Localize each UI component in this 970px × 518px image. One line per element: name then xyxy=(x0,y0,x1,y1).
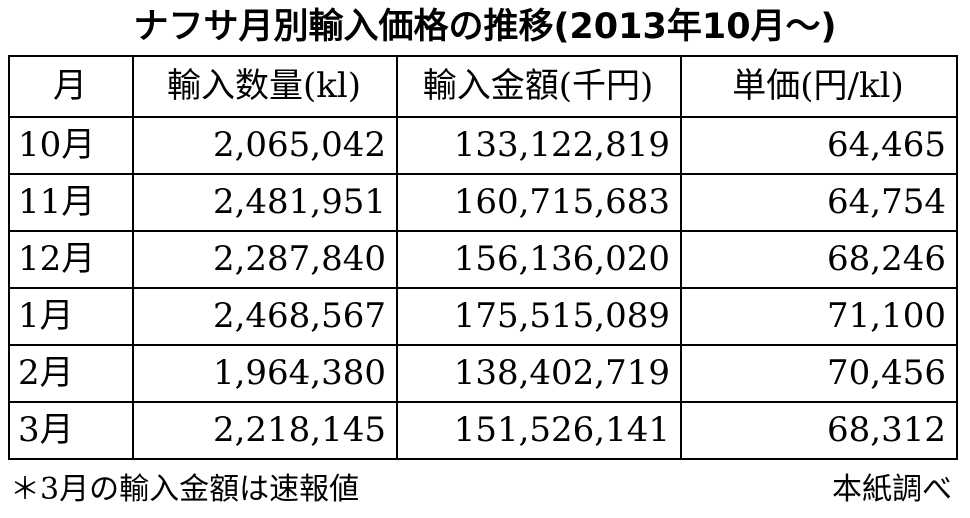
footnote: ＊3月の輸入金額は速報値 xyxy=(10,472,360,507)
row-import-amount: 151,526,141 xyxy=(396,401,682,460)
row-unit-price: 64,754 xyxy=(680,173,958,232)
row-month: 1月 xyxy=(8,287,134,346)
row-import-amount: 156,136,020 xyxy=(396,230,682,289)
table-row: 2月 1,964,380 138,402,719 70,456 xyxy=(8,344,958,403)
row-import-quantity: 2,287,840 xyxy=(132,230,398,289)
row-month: 12月 xyxy=(8,230,134,289)
table-row: 11月 2,481,951 160,715,683 64,754 xyxy=(8,173,958,232)
header-import-amount: 輸入金額(千円) xyxy=(396,55,682,118)
row-import-quantity: 1,964,380 xyxy=(132,344,398,403)
row-import-amount: 133,122,819 xyxy=(396,116,682,175)
header-import-quantity: 輸入数量(kl) xyxy=(132,55,398,118)
row-month: 11月 xyxy=(8,173,134,232)
row-unit-price: 71,100 xyxy=(680,287,958,346)
table-row: 12月 2,287,840 156,136,020 68,246 xyxy=(8,230,958,289)
row-month: 2月 xyxy=(8,344,134,403)
page-title: ナフサ月別輸入価格の推移(2013年10月～) xyxy=(133,7,837,47)
naphtha-import-table: 月 輸入数量(kl) 輸入金額(千円) 単価(円/kl) 10月 2,065,0… xyxy=(8,55,958,460)
row-import-amount: 160,715,683 xyxy=(396,173,682,232)
row-unit-price: 64,465 xyxy=(680,116,958,175)
table-row: 1月 2,468,567 175,515,089 71,100 xyxy=(8,287,958,346)
row-month: 3月 xyxy=(8,401,134,460)
table-row: 10月 2,065,042 133,122,819 64,465 xyxy=(8,116,958,175)
row-import-quantity: 2,218,145 xyxy=(132,401,398,460)
row-unit-price: 68,246 xyxy=(680,230,958,289)
row-unit-price: 70,456 xyxy=(680,344,958,403)
row-import-quantity: 2,481,951 xyxy=(132,173,398,232)
row-unit-price: 68,312 xyxy=(680,401,958,460)
source-credit: 本紙調べ xyxy=(832,472,952,507)
table-row: 3月 2,218,145 151,526,141 68,312 xyxy=(8,401,958,460)
table-header-row: 月 輸入数量(kl) 輸入金額(千円) 単価(円/kl) xyxy=(8,55,958,118)
header-unit-price: 単価(円/kl) xyxy=(680,55,958,118)
row-import-quantity: 2,468,567 xyxy=(132,287,398,346)
row-import-quantity: 2,065,042 xyxy=(132,116,398,175)
header-month: 月 xyxy=(8,55,134,118)
row-import-amount: 138,402,719 xyxy=(396,344,682,403)
row-import-amount: 175,515,089 xyxy=(396,287,682,346)
row-month: 10月 xyxy=(8,116,134,175)
